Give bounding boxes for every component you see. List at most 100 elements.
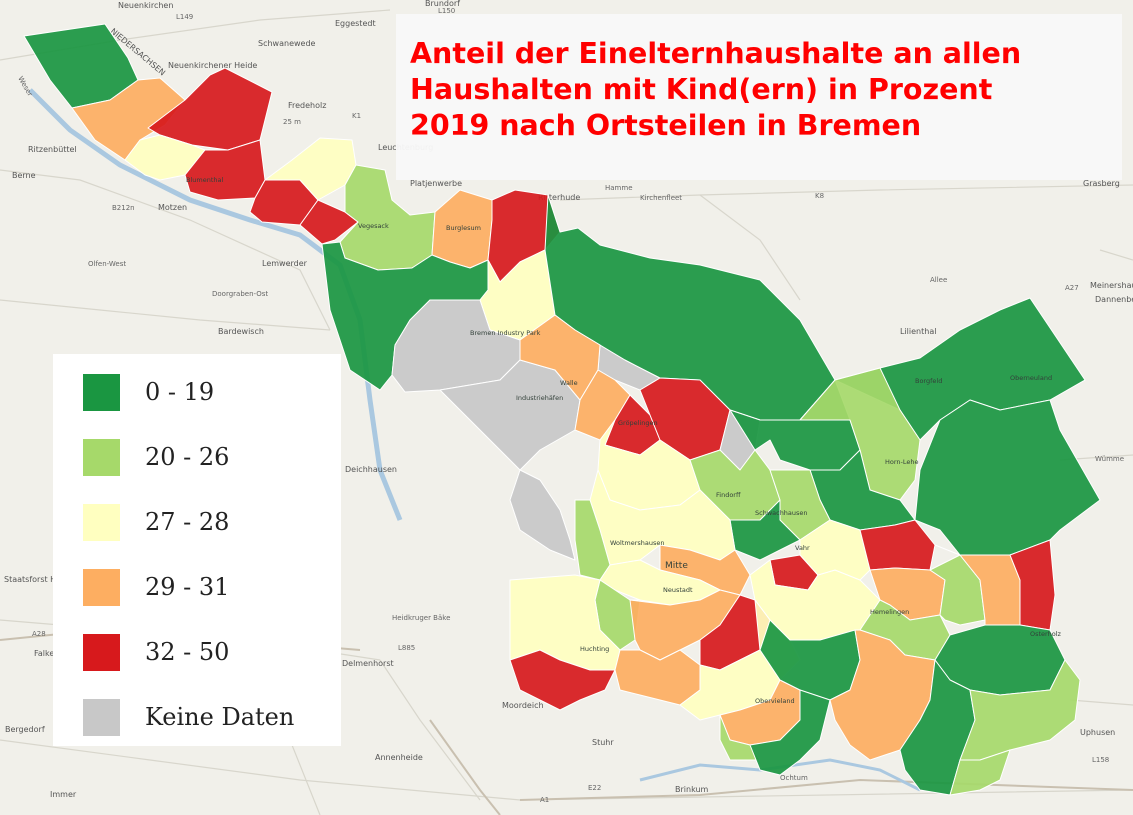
svg-text:Olfen-West: Olfen-West	[88, 260, 126, 268]
district-polygon	[799, 367, 921, 501]
svg-text:Ochtum: Ochtum	[780, 774, 808, 782]
svg-text:Stuhr: Stuhr	[592, 738, 614, 747]
district-polygon	[914, 399, 1101, 556]
svg-text:Brinkum: Brinkum	[675, 785, 709, 794]
svg-text:Lilienthal: Lilienthal	[900, 327, 936, 336]
legend-label: Keine Daten	[145, 703, 295, 731]
svg-text:Doorgraben-Ost: Doorgraben-Ost	[212, 290, 268, 298]
svg-text:Berne: Berne	[12, 171, 36, 180]
svg-text:Gröpelingen: Gröpelingen	[618, 419, 658, 427]
svg-text:Fredeholz: Fredeholz	[288, 101, 326, 110]
weser-river	[28, 88, 403, 521]
legend-item-keine-daten: Keine Daten	[83, 699, 333, 739]
legend-swatch	[83, 569, 120, 606]
svg-text:Neuenkirchener Heide: Neuenkirchener Heide	[168, 61, 257, 70]
svg-text:Deichhausen: Deichhausen	[345, 465, 397, 474]
svg-text:Neuenkirchen: Neuenkirchen	[118, 1, 173, 10]
map-title-box: Anteil der Einelternhaushalte an allen H…	[396, 14, 1122, 180]
svg-text:Staatsforst Hasbruch: Staatsforst Hasbruch	[4, 575, 88, 584]
svg-text:Oberneuland: Oberneuland	[1010, 374, 1052, 382]
svg-text:Grasberg: Grasberg	[1083, 179, 1120, 188]
svg-text:Hemelingen: Hemelingen	[870, 608, 909, 616]
district-polygon	[439, 359, 581, 561]
district-polygon	[949, 749, 1011, 796]
district-polygon	[959, 659, 1081, 761]
svg-text:Eggestedt: Eggestedt	[335, 19, 376, 28]
map-legend: 0 - 19 20 - 26 27 - 28 29 - 31 32 - 50 K…	[53, 354, 341, 746]
svg-text:Industriehäfen: Industriehäfen	[516, 394, 563, 402]
svg-text:Moordeich: Moordeich	[502, 701, 544, 710]
svg-text:Bremen Industry Park: Bremen Industry Park	[470, 329, 541, 337]
svg-text:Uphusen: Uphusen	[1080, 728, 1115, 737]
svg-text:A28: A28	[32, 630, 46, 638]
svg-text:Brundorf: Brundorf	[425, 0, 460, 8]
svg-text:Immer: Immer	[50, 790, 77, 799]
svg-text:Horn-Lehe: Horn-Lehe	[885, 458, 919, 466]
svg-text:Walle: Walle	[560, 379, 578, 387]
svg-text:Allee: Allee	[930, 276, 947, 284]
svg-text:A27: A27	[1065, 284, 1079, 292]
svg-text:Dannenberg: Dannenberg	[1095, 295, 1133, 304]
legend-item-32-50: 32 - 50	[83, 634, 333, 674]
legend-swatch	[83, 504, 120, 541]
svg-text:Schwachhausen: Schwachhausen	[755, 509, 808, 517]
svg-text:Platjenwerbe: Platjenwerbe	[410, 179, 462, 188]
legend-item-27-28: 27 - 28	[83, 504, 333, 544]
map-title-line-3: 2019 nach Ortsteilen in Bremen	[410, 109, 922, 142]
svg-text:Vahr: Vahr	[795, 544, 810, 552]
svg-text:Meinershausen: Meinershausen	[1090, 281, 1133, 290]
legend-item-29-31: 29 - 31	[83, 569, 333, 609]
svg-text:A1: A1	[540, 796, 549, 804]
district-polygon	[749, 689, 831, 776]
svg-text:25 m: 25 m	[283, 118, 301, 126]
svg-text:Burglesum: Burglesum	[446, 224, 481, 232]
svg-text:B212n: B212n	[112, 204, 135, 212]
legend-label: 27 - 28	[145, 508, 230, 536]
svg-text:Huchting: Huchting	[580, 645, 609, 653]
svg-text:Ritzenbüttel: Ritzenbüttel	[28, 145, 77, 154]
map-title: Anteil der Einelternhaushalte an allen H…	[410, 36, 1110, 144]
svg-text:K8: K8	[815, 192, 824, 200]
svg-text:Ritterhude: Ritterhude	[538, 193, 580, 202]
svg-text:Lemwerder: Lemwerder	[262, 259, 308, 268]
legend-swatch	[83, 439, 120, 476]
legend-item-0-19: 0 - 19	[83, 374, 333, 414]
svg-text:Obervieland: Obervieland	[755, 697, 795, 705]
legend-label: 29 - 31	[145, 573, 230, 601]
legend-swatch	[83, 374, 120, 411]
svg-text:L150: L150	[438, 7, 455, 15]
district-polygon	[509, 649, 616, 711]
svg-text:L158: L158	[1092, 756, 1109, 764]
svg-text:Findorff: Findorff	[716, 491, 741, 499]
map-title-line-1: Anteil der Einelternhaushalte an allen	[410, 37, 1022, 70]
svg-text:Bergedorf: Bergedorf	[5, 725, 45, 734]
legend-swatch	[83, 699, 120, 736]
svg-text:L149: L149	[176, 13, 193, 21]
svg-text:Blumenthal: Blumenthal	[186, 176, 223, 184]
legend-item-20-26: 20 - 26	[83, 439, 333, 479]
svg-text:Wümme: Wümme	[1095, 455, 1124, 463]
svg-text:Borgfeld: Borgfeld	[915, 377, 942, 385]
svg-text:Vegesack: Vegesack	[358, 222, 389, 230]
svg-text:Motzen: Motzen	[158, 203, 187, 212]
svg-text:Woltmershausen: Woltmershausen	[610, 539, 665, 547]
legend-swatch	[83, 634, 120, 671]
svg-text:Kirchenfleet: Kirchenfleet	[640, 194, 682, 202]
legend-label: 20 - 26	[145, 443, 230, 471]
legend-label: 32 - 50	[145, 638, 230, 666]
district-labels: Blumenthal Vegesack Burglesum Industrieh…	[186, 176, 1062, 705]
svg-text:L885: L885	[398, 644, 415, 652]
svg-text:Hamme: Hamme	[605, 184, 633, 192]
district-polygon	[799, 519, 871, 581]
ochtum-river	[639, 758, 921, 792]
map-title-line-2: Haushalten mit Kind(ern) in Prozent	[410, 73, 993, 106]
district-polygons[interactable]	[23, 23, 1101, 796]
legend-label: 0 - 19	[145, 378, 215, 406]
svg-text:Bardewisch: Bardewisch	[218, 327, 264, 336]
svg-text:Annenheide: Annenheide	[375, 753, 423, 762]
svg-text:K1: K1	[352, 112, 361, 120]
svg-text:Neustadt: Neustadt	[663, 586, 693, 594]
svg-text:Mitte: Mitte	[665, 561, 688, 571]
svg-text:Osterholz: Osterholz	[1030, 630, 1062, 638]
svg-text:Delmenhorst: Delmenhorst	[342, 659, 394, 668]
